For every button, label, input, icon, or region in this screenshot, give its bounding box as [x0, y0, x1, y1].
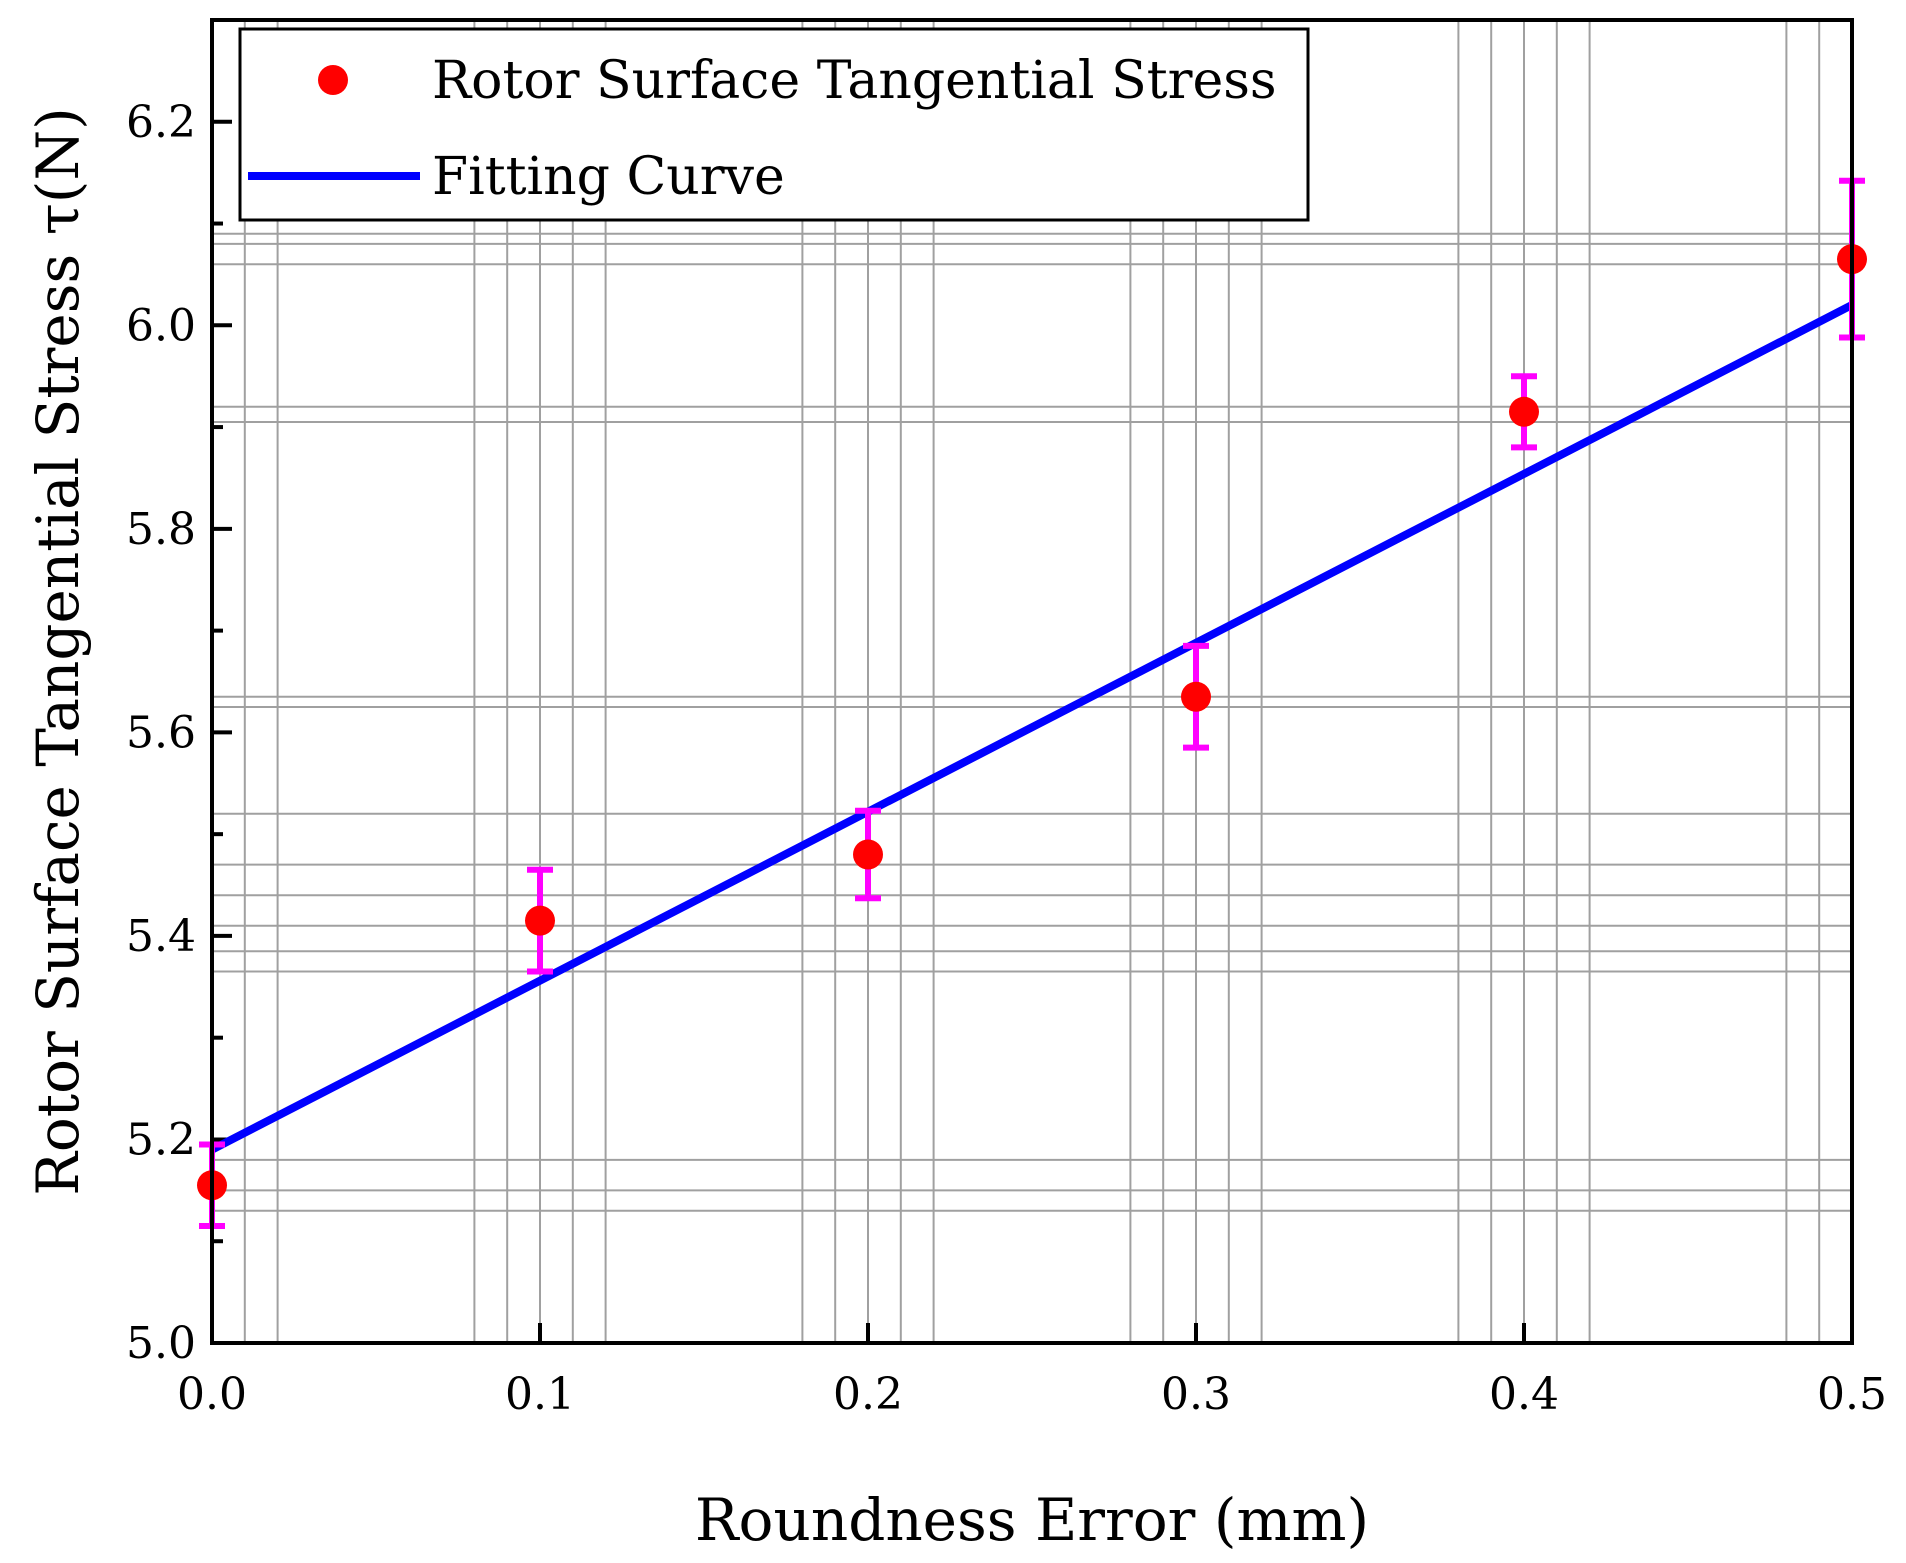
x-tick-label: 0.0	[177, 1369, 247, 1420]
legend-label-scatter: Rotor Surface Tangential Stress	[432, 51, 1277, 111]
y-tick-label: 6.0	[126, 300, 196, 351]
x-tick-labels: 0.0 0.1 0.2 0.3 0.4 0.5	[177, 1369, 1887, 1420]
plot-frame	[210, 18, 1854, 1345]
y-axis-title: Rotor Surface Tangential Stress τ(N)	[24, 107, 92, 1196]
x-tick-label: 0.1	[505, 1369, 575, 1420]
data-point	[853, 839, 883, 870]
fitting-curve-layer	[210, 301, 1854, 1154]
x-tick-label: 0.3	[1161, 1369, 1231, 1420]
data-point	[1509, 396, 1539, 427]
x-tick-label: 0.5	[1817, 1369, 1887, 1420]
data-point	[525, 905, 555, 936]
y-tick-label: 5.2	[126, 1114, 196, 1165]
grid	[212, 20, 1852, 1343]
fitting-curve	[210, 301, 1854, 1154]
legend: Rotor Surface Tangential Stress Fitting …	[238, 27, 1310, 222]
x-axis-title: Roundness Error (mm)	[695, 1486, 1369, 1554]
data-point	[1181, 681, 1211, 712]
y-tick-label: 6.2	[126, 97, 196, 148]
legend-box	[238, 27, 1310, 222]
y-tick-label: 5.6	[126, 707, 196, 758]
y-tick-label: 5.4	[126, 911, 196, 962]
x-tick-label: 0.4	[1489, 1369, 1559, 1420]
y-tick-labels: 5.0 5.2 5.4 5.6 5.8 6.0 6.2	[126, 97, 196, 1369]
y-tick-label: 5.8	[126, 504, 196, 555]
data-points-layer	[197, 177, 1867, 1229]
legend-marker-scatter	[318, 65, 348, 95]
y-tick-label: 5.0	[126, 1318, 196, 1369]
legend-label-line: Fitting Curve	[432, 147, 785, 207]
x-tick-label: 0.2	[833, 1369, 903, 1420]
